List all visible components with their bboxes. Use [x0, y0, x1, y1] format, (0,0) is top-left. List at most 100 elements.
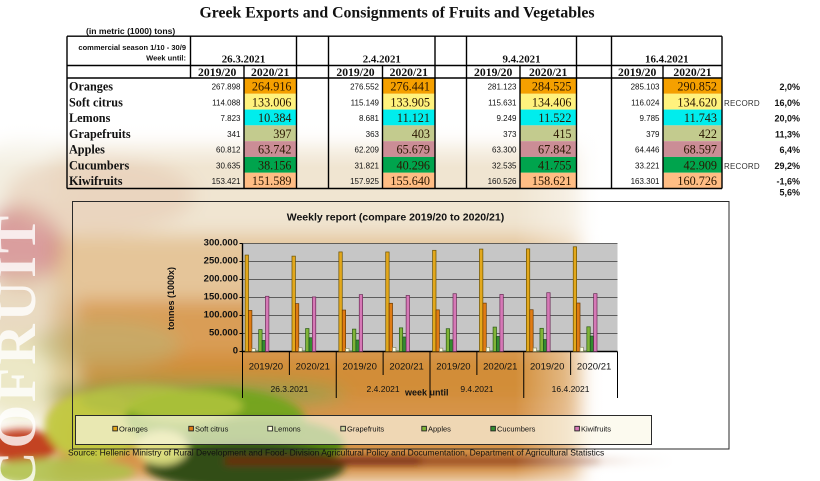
svg-text:33.221: 33.221	[635, 161, 660, 170]
svg-text:Cucumbers: Cucumbers	[497, 424, 536, 433]
svg-text:50.000: 50.000	[209, 328, 238, 339]
svg-text:Greek Exports and Consignments: Greek Exports and Consignments of Fruits…	[199, 5, 594, 22]
svg-text:RECORD: RECORD	[724, 99, 760, 108]
svg-text:285.103: 285.103	[631, 82, 660, 91]
svg-text:(in metric (1000) tons): (in metric (1000) tons)	[86, 26, 175, 36]
svg-text:2019/20: 2019/20	[530, 362, 564, 373]
svg-text:62.209: 62.209	[355, 146, 380, 155]
svg-text:379: 379	[646, 130, 660, 139]
svg-text:153.421: 153.421	[212, 177, 241, 186]
svg-text:32.535: 32.535	[492, 161, 517, 170]
svg-text:200.000: 200.000	[204, 274, 238, 285]
svg-text:2019/20: 2019/20	[336, 66, 374, 79]
svg-text:160.526: 160.526	[488, 177, 517, 186]
svg-text:11,3%: 11,3%	[775, 129, 800, 139]
svg-text:9.249: 9.249	[496, 114, 517, 123]
svg-text:2.4.2021: 2.4.2021	[367, 384, 400, 394]
svg-text:163.301: 163.301	[631, 177, 660, 186]
svg-text:31.821: 31.821	[355, 161, 380, 170]
svg-text:40.296: 40.296	[396, 158, 430, 172]
svg-text:151.589: 151.589	[252, 174, 292, 188]
svg-text:tonnes (1000x): tonnes (1000x)	[166, 267, 176, 330]
svg-text:133.905: 133.905	[390, 95, 430, 109]
svg-text:9.4.2021: 9.4.2021	[502, 53, 540, 65]
svg-text:Apples: Apples	[428, 424, 451, 433]
svg-text:60.812: 60.812	[216, 146, 241, 155]
svg-text:16.4.2021: 16.4.2021	[645, 53, 689, 65]
svg-text:Source: Hellenic Ministry of R: Source: Hellenic Ministry of Rural Devel…	[68, 448, 604, 458]
svg-text:Grapefruits: Grapefruits	[347, 424, 384, 433]
svg-text:9.785: 9.785	[639, 114, 660, 123]
svg-text:2019/20: 2019/20	[436, 362, 470, 373]
svg-text:30.635: 30.635	[216, 161, 241, 170]
svg-text:284.525: 284.525	[532, 79, 572, 93]
svg-text:281.123: 281.123	[488, 82, 517, 91]
svg-text:Week until:: Week until:	[146, 54, 186, 63]
svg-text:373: 373	[503, 130, 517, 139]
svg-text:16,0%: 16,0%	[774, 98, 800, 108]
svg-text:133.006: 133.006	[252, 95, 292, 109]
svg-text:155.640: 155.640	[390, 174, 430, 188]
svg-text:Cucumbers: Cucumbers	[69, 158, 130, 172]
svg-text:42.909: 42.909	[683, 158, 717, 172]
svg-text:0: 0	[233, 346, 238, 357]
svg-text:114.088: 114.088	[212, 98, 241, 107]
svg-text:134.406: 134.406	[532, 95, 572, 109]
svg-text:276.552: 276.552	[350, 82, 379, 91]
svg-text:11.522: 11.522	[538, 111, 571, 125]
svg-text:26.3.2021: 26.3.2021	[270, 384, 308, 394]
svg-text:116.024: 116.024	[631, 98, 660, 107]
svg-text:16.4.2021: 16.4.2021	[552, 384, 590, 394]
svg-text:Lemons: Lemons	[274, 424, 301, 433]
svg-text:2019/20: 2019/20	[343, 362, 377, 373]
svg-text:63.300: 63.300	[492, 146, 517, 155]
svg-text:2020/21: 2020/21	[483, 362, 517, 373]
svg-text:300.000: 300.000	[204, 238, 238, 249]
svg-text:41.755: 41.755	[538, 158, 572, 172]
svg-text:415: 415	[553, 127, 571, 141]
svg-text:363: 363	[366, 130, 380, 139]
svg-text:Soft citrus: Soft citrus	[195, 424, 229, 433]
svg-text:Apples: Apples	[69, 143, 105, 157]
svg-text:267.898: 267.898	[212, 82, 241, 91]
svg-text:-1,6%: -1,6%	[776, 177, 800, 187]
svg-text:2020/21: 2020/21	[251, 66, 289, 79]
svg-text:8.681: 8.681	[359, 114, 380, 123]
svg-text:68.597: 68.597	[683, 143, 717, 157]
svg-text:160.726: 160.726	[677, 174, 717, 188]
svg-text:2020/21: 2020/21	[673, 66, 711, 79]
svg-text:422: 422	[699, 127, 717, 141]
svg-text:64.446: 64.446	[635, 146, 660, 155]
svg-text:10.384: 10.384	[258, 111, 292, 125]
svg-text:2020/21: 2020/21	[390, 66, 428, 79]
svg-text:63.742: 63.742	[258, 143, 292, 157]
svg-text:Oranges: Oranges	[69, 79, 113, 93]
svg-text:2020/21: 2020/21	[529, 66, 567, 79]
svg-text:11.743: 11.743	[684, 111, 717, 125]
svg-text:6,4%: 6,4%	[779, 145, 800, 155]
svg-text:2,0%: 2,0%	[779, 82, 800, 92]
svg-text:250.000: 250.000	[204, 256, 238, 267]
svg-text:397: 397	[273, 127, 291, 141]
svg-text:RECORD: RECORD	[724, 162, 760, 171]
svg-text:2020/21: 2020/21	[577, 362, 611, 373]
svg-text:Oranges: Oranges	[119, 424, 148, 433]
svg-text:276.441: 276.441	[390, 79, 430, 93]
svg-text:Weekly report (compare 2019/20: Weekly report (compare 2019/20 to 2020/2…	[287, 212, 505, 224]
svg-text:115.631: 115.631	[488, 98, 517, 107]
svg-text:115.149: 115.149	[351, 98, 380, 107]
svg-text:290.852: 290.852	[677, 79, 717, 93]
svg-text:9.4.2021: 9.4.2021	[460, 384, 493, 394]
svg-text:2020/21: 2020/21	[389, 362, 423, 373]
svg-text:158.621: 158.621	[532, 174, 572, 188]
svg-text:38.156: 38.156	[258, 158, 292, 172]
svg-text:403: 403	[412, 127, 430, 141]
svg-text:65.679: 65.679	[396, 143, 430, 157]
svg-text:2019/20: 2019/20	[474, 66, 512, 79]
svg-text:Kiwifruits: Kiwifruits	[581, 424, 611, 433]
svg-text:5,6%: 5,6%	[779, 188, 800, 198]
svg-text:2020/21: 2020/21	[296, 362, 330, 373]
svg-text:Lemons: Lemons	[69, 111, 111, 125]
svg-text:157.925: 157.925	[350, 177, 379, 186]
svg-text:134.620: 134.620	[677, 95, 717, 109]
